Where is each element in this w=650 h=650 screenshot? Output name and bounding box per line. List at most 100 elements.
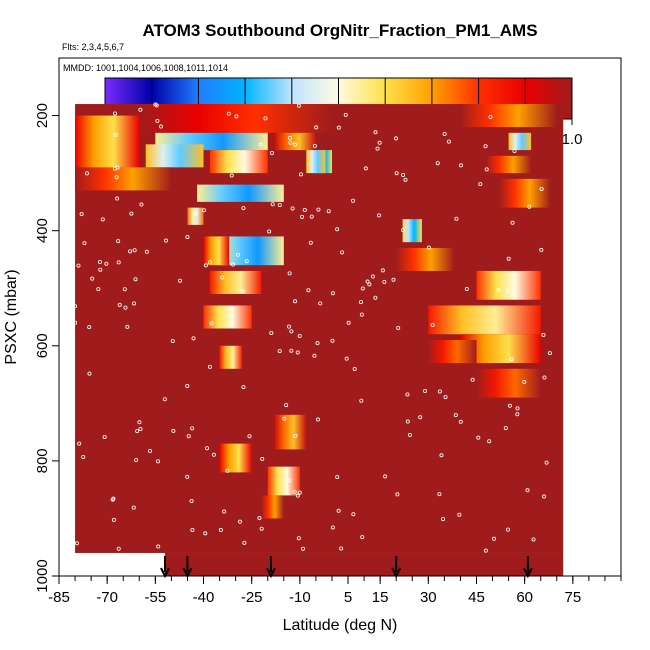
sample-point <box>370 274 375 279</box>
sample-point <box>430 322 435 327</box>
sample-point <box>77 441 82 446</box>
sample-point <box>351 198 356 203</box>
sample-point <box>544 460 549 465</box>
sample-point <box>129 211 134 216</box>
sample-point <box>382 279 387 284</box>
sample-point <box>270 202 275 207</box>
sample-point <box>405 419 410 424</box>
sample-point <box>454 216 459 221</box>
sample-point <box>309 214 314 219</box>
sample-point <box>496 287 501 292</box>
sample-point <box>139 202 144 207</box>
sample-point <box>135 429 140 434</box>
x-tick-label: 60 <box>516 589 533 606</box>
sample-point <box>247 434 252 439</box>
sample-point <box>154 103 159 108</box>
sample-point <box>318 301 323 306</box>
sample-point <box>114 175 119 180</box>
sample-point <box>201 208 206 213</box>
sample-point <box>81 454 86 459</box>
sample-point <box>171 428 176 433</box>
sample-point <box>476 435 481 440</box>
sample-point <box>241 385 246 390</box>
sample-point <box>87 325 92 330</box>
sample-point <box>185 383 190 388</box>
sample-point <box>122 287 127 292</box>
sample-point <box>391 277 396 282</box>
sample-point <box>458 419 463 424</box>
sample-point <box>335 227 340 232</box>
sample-point <box>155 118 160 123</box>
sample-point <box>315 417 320 422</box>
sample-point <box>116 260 121 265</box>
sample-point <box>277 202 282 207</box>
y-tick-label: 800 <box>34 448 51 473</box>
sample-point <box>505 288 510 293</box>
dates-note: MMDD: 1001,1004,1006,1008,1011,1014 <box>63 63 228 73</box>
sample-point <box>132 248 137 253</box>
sample-point <box>458 163 463 168</box>
sample-point <box>134 458 139 463</box>
sample-point <box>437 492 442 497</box>
sample-point <box>292 142 297 147</box>
sample-point <box>100 217 105 222</box>
y-tick-label: 600 <box>34 333 51 358</box>
sample-point <box>115 196 120 201</box>
sample-point <box>373 130 378 135</box>
sample-point <box>306 288 311 293</box>
sample-point <box>156 544 161 549</box>
sample-point <box>218 528 223 533</box>
y-tick-label: 1000 <box>34 559 51 592</box>
data-band <box>498 178 551 208</box>
x-tick-label: -55 <box>144 589 166 606</box>
sample-point <box>189 498 194 503</box>
sample-point <box>257 516 262 521</box>
sample-point <box>116 546 121 551</box>
data-band <box>476 368 541 398</box>
sample-point <box>507 403 512 408</box>
sample-point <box>185 234 190 239</box>
x-tick-label: -40 <box>193 589 215 606</box>
sample-point <box>505 527 510 532</box>
sample-point <box>407 433 412 438</box>
sample-point <box>330 525 335 530</box>
sample-point <box>235 252 240 257</box>
sample-point <box>79 212 84 217</box>
x-tick-label: 75 <box>564 589 581 606</box>
sample-point <box>87 371 92 376</box>
x-tick-label: -10 <box>289 589 311 606</box>
sample-point <box>259 526 264 531</box>
sample-point <box>162 397 167 402</box>
sample-point <box>96 287 101 292</box>
sample-point <box>503 426 508 431</box>
sample-point <box>483 144 488 149</box>
sample-point <box>284 403 289 408</box>
sample-point <box>222 509 227 514</box>
sample-point <box>231 262 236 267</box>
sample-point <box>90 276 95 281</box>
sample-point <box>111 517 116 522</box>
sample-point <box>156 459 161 464</box>
sample-point <box>287 135 292 140</box>
sample-point <box>282 416 287 421</box>
sample-point <box>515 406 520 411</box>
x-tick-label: -25 <box>241 589 263 606</box>
sample-point <box>82 241 87 246</box>
data-band <box>219 443 252 473</box>
x-tick-label: 5 <box>344 589 352 606</box>
sample-point <box>209 321 214 326</box>
data-band <box>428 305 541 335</box>
data-band <box>267 466 300 496</box>
data-band <box>486 155 532 174</box>
sample-point <box>360 286 365 291</box>
sample-point <box>358 300 363 305</box>
sample-point <box>159 124 164 129</box>
data-band <box>139 104 332 133</box>
sample-point <box>367 282 372 287</box>
sample-point <box>330 291 335 296</box>
sample-point <box>112 111 117 116</box>
sample-point <box>515 412 520 417</box>
data-band <box>274 132 316 151</box>
y-tick-label: 200 <box>34 103 51 128</box>
sample-point <box>488 115 493 120</box>
